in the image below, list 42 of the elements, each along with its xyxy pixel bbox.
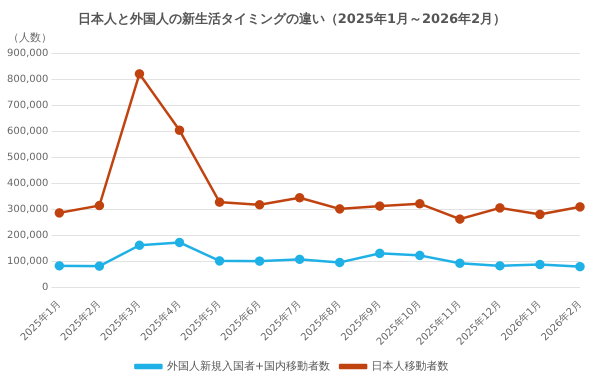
point (334, 204, 344, 214)
point (415, 250, 425, 260)
point (495, 261, 505, 271)
point (415, 198, 425, 208)
point (294, 193, 304, 203)
y-tick-label: 600,000 (6, 126, 48, 138)
y-tick-label: 500,000 (6, 152, 48, 164)
point (294, 254, 304, 264)
point (575, 262, 585, 272)
point (54, 261, 64, 271)
point (214, 256, 224, 266)
point (174, 238, 184, 248)
y-tick-label: 0 (42, 282, 48, 293)
point (455, 214, 465, 224)
y-tick-label: 100,000 (6, 256, 48, 267)
legend-label: 日本人移動者数 (372, 359, 449, 372)
point (455, 258, 465, 268)
point (375, 248, 384, 258)
y-axis-title: （人数） (8, 30, 52, 44)
point (254, 200, 264, 210)
point (214, 197, 224, 207)
point (94, 261, 104, 271)
chart-title: 日本人と外国人の新生活タイミングの違い（2025年1月～2026年2月） (78, 11, 506, 28)
legend-label: 外国人新規入国者+国内移動者数 (166, 359, 330, 372)
point (535, 260, 545, 270)
point (54, 208, 64, 218)
point (254, 256, 264, 266)
point (134, 240, 144, 250)
point (174, 125, 184, 135)
point (334, 258, 344, 268)
point (94, 200, 104, 210)
y-tick-label: 700,000 (6, 100, 48, 112)
y-tick-label: 800,000 (6, 74, 48, 86)
y-tick-label: 400,000 (6, 178, 48, 190)
point (375, 201, 384, 211)
point (535, 210, 545, 220)
y-tick-label: 200,000 (6, 230, 48, 242)
y-tick-label: 900,000 (6, 48, 48, 60)
point (495, 203, 505, 213)
y-tick-label: 300,000 (6, 204, 48, 216)
point (134, 69, 144, 79)
point (575, 202, 585, 212)
